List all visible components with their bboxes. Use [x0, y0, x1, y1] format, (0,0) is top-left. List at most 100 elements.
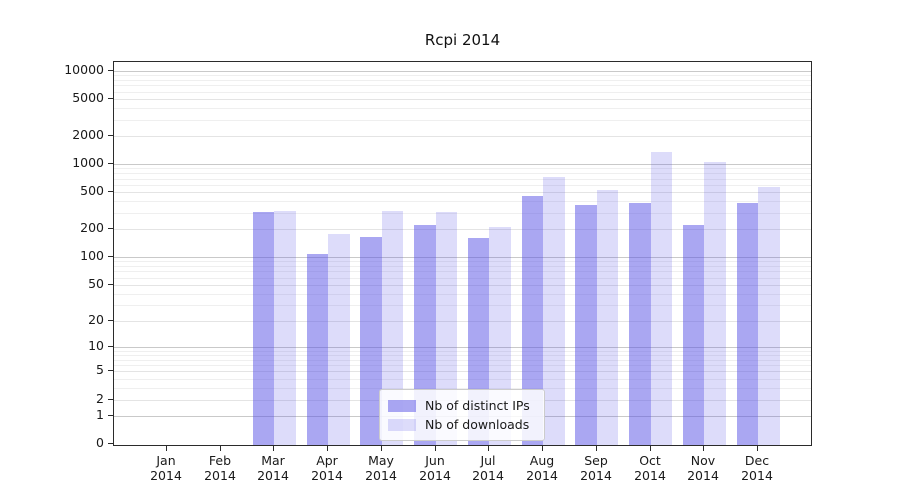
y-tick-mark: [108, 228, 113, 229]
x-tick-label: Dec 2014: [741, 453, 773, 483]
y-tick-label: 50: [88, 276, 104, 291]
gridline: [114, 213, 811, 214]
x-tick-mark: [488, 446, 489, 451]
x-tick-label: Aug 2014: [526, 453, 558, 483]
gridline: [114, 261, 811, 262]
gridline: [114, 173, 811, 174]
x-tick-mark: [327, 446, 328, 451]
y-tick-mark: [108, 284, 113, 285]
y-tick-label: 5: [96, 362, 104, 377]
gridline: [114, 108, 811, 109]
y-tick-mark: [108, 135, 113, 136]
y-tick-label: 10: [88, 338, 104, 353]
y-tick-label: 100: [80, 248, 104, 263]
gridline: [114, 71, 811, 72]
x-tick-label: Jun 2014: [419, 453, 451, 483]
chart-title: Rcpi 2014: [424, 31, 501, 49]
bar-downloads-jun: [435, 212, 458, 445]
legend-swatch-downloads: [388, 418, 416, 431]
y-tick-mark: [108, 320, 113, 321]
y-tick-label: 10000: [64, 62, 104, 77]
x-tick-mark: [542, 446, 543, 451]
gridline: [114, 347, 811, 348]
gridline: [114, 355, 811, 356]
y-tick-label: 1000: [72, 155, 104, 170]
gridline: [114, 99, 811, 100]
gridline: [114, 201, 811, 202]
gridline: [114, 164, 811, 165]
x-tick-label: Feb 2014: [204, 453, 236, 483]
gridline: [114, 257, 811, 258]
bar-downloads-nov: [704, 162, 726, 445]
gridline: [114, 92, 811, 93]
gridline: [114, 271, 811, 272]
gridline: [114, 179, 811, 180]
x-tick-label: Nov 2014: [687, 453, 719, 483]
x-tick-mark: [650, 446, 651, 451]
x-tick-label: Oct 2014: [634, 453, 666, 483]
y-tick-label: 2: [96, 391, 104, 406]
gridline: [114, 168, 811, 169]
legend-entry-distinct-ips: Nb of distinct IPs: [388, 396, 536, 415]
gridline: [114, 371, 811, 372]
x-tick-label: Jan 2014: [150, 453, 182, 483]
y-tick-label: 200: [80, 220, 104, 235]
y-tick-mark: [108, 443, 113, 444]
x-tick-mark: [220, 446, 221, 451]
gridline: [114, 321, 811, 322]
bar-distinct-ips-oct: [629, 203, 651, 445]
x-tick-mark: [596, 446, 597, 451]
bar-downloads-aug: [543, 177, 565, 445]
x-tick-label: Mar 2014: [257, 453, 289, 483]
y-tick-mark: [108, 399, 113, 400]
legend-label-downloads: Nb of downloads: [425, 417, 530, 432]
bar-downloads-mar: [274, 211, 296, 445]
legend: Nb of distinct IPs Nb of downloads: [379, 389, 545, 441]
plot-area: Nb of distinct IPs Nb of downloads: [113, 61, 812, 446]
y-tick-label: 20: [88, 312, 104, 327]
gridline: [114, 120, 811, 121]
gridline: [114, 136, 811, 137]
y-tick-mark: [108, 70, 113, 71]
legend-swatch-distinct-ips: [388, 399, 416, 412]
bar-distinct-ips-apr: [306, 254, 329, 445]
bar-distinct-ips-mar: [252, 212, 275, 445]
x-tick-mark: [381, 446, 382, 451]
gridline: [114, 85, 811, 86]
gridline: [114, 80, 811, 81]
y-tick-mark: [108, 98, 113, 99]
bar-distinct-ips-sep: [575, 205, 597, 445]
gridline: [114, 360, 811, 361]
gridline: [114, 229, 811, 230]
gridline: [114, 75, 811, 76]
y-tick-label: 5000: [72, 90, 104, 105]
x-tick-mark: [757, 446, 758, 451]
gridline: [114, 294, 811, 295]
x-tick-mark: [435, 446, 436, 451]
gridline: [114, 388, 811, 389]
y-tick-label: 2000: [72, 127, 104, 142]
y-tick-mark: [108, 191, 113, 192]
x-tick-mark: [703, 446, 704, 451]
y-tick-mark: [108, 346, 113, 347]
gridline: [114, 379, 811, 380]
y-tick-label: 0: [96, 435, 104, 450]
y-tick-label: 1: [96, 407, 104, 422]
gridline: [114, 278, 811, 279]
gridline: [114, 192, 811, 193]
x-tick-label: Sep 2014: [580, 453, 612, 483]
y-tick-mark: [108, 256, 113, 257]
legend-entry-downloads: Nb of downloads: [388, 415, 536, 434]
gridline: [114, 185, 811, 186]
bar-downloads-may: [381, 211, 404, 445]
x-tick-mark: [273, 446, 274, 451]
y-tick-mark: [108, 370, 113, 371]
bar-distinct-ips-may: [360, 237, 382, 445]
gridline: [114, 266, 811, 267]
x-tick-label: Jul 2014: [472, 453, 504, 483]
gridline: [114, 285, 811, 286]
bar-downloads-oct: [650, 151, 673, 445]
bar-downloads-sep: [596, 190, 619, 445]
gridline: [114, 365, 811, 366]
y-tick-label: 500: [80, 183, 104, 198]
